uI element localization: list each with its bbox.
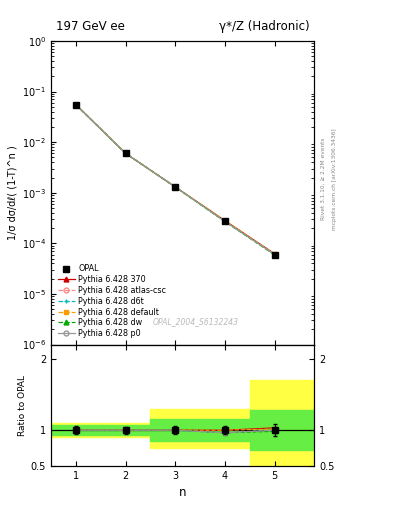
Y-axis label: Ratio to OPAL: Ratio to OPAL [18, 375, 27, 436]
Text: γ*/Z (Hadronic): γ*/Z (Hadronic) [219, 20, 309, 33]
Text: mcplots.cern.ch [arXiv:1306.3436]: mcplots.cern.ch [arXiv:1306.3436] [332, 129, 337, 230]
Y-axis label: 1/σ dσ/dℓ( (1-T)^n ): 1/σ dσ/dℓ( (1-T)^n ) [8, 145, 18, 240]
Text: 197 GeV ee: 197 GeV ee [56, 20, 125, 33]
Text: OPAL_2004_S6132243: OPAL_2004_S6132243 [153, 317, 239, 326]
X-axis label: n: n [179, 486, 187, 499]
Text: Rivet 3.1.10, ≥ 2.2M events: Rivet 3.1.10, ≥ 2.2M events [320, 138, 325, 221]
Legend: OPAL, Pythia 6.428 370, Pythia 6.428 atlas-csc, Pythia 6.428 d6t, Pythia 6.428 d: OPAL, Pythia 6.428 370, Pythia 6.428 atl… [55, 262, 169, 340]
